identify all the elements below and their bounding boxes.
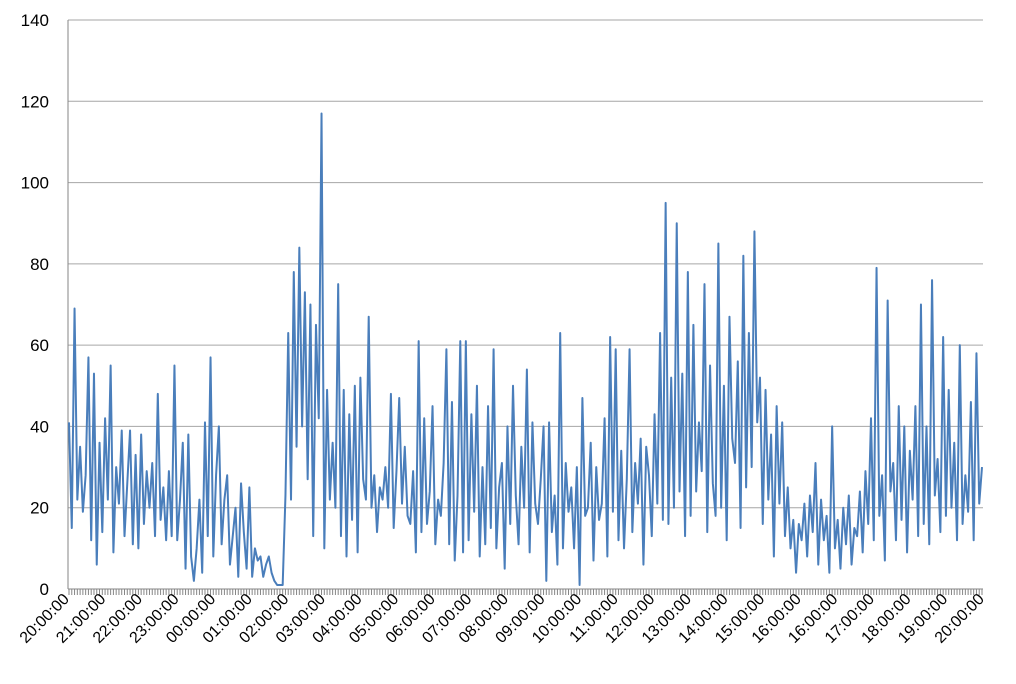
x-axis-tick-labels: 20:00:0021:00:0022:00:0023:00:0000:00:00…	[17, 591, 988, 647]
y-axis-tick-labels: 0 20 40 60 80 100 120 140	[21, 11, 49, 599]
y-tick-label-80: 80	[30, 255, 49, 274]
series-line	[68, 112, 983, 586]
y-tick-label-100: 100	[21, 174, 49, 193]
axes	[67, 20, 983, 595]
y-tick-label-140: 140	[21, 11, 49, 30]
series-layer	[68, 112, 983, 586]
gridlines	[68, 19, 983, 509]
y-tick-label-0: 0	[40, 580, 49, 599]
y-tick-label-20: 20	[30, 499, 49, 518]
y-tick-label-40: 40	[30, 417, 49, 436]
y-tick-label-60: 60	[30, 336, 49, 355]
y-tick-label-120: 120	[21, 92, 49, 111]
